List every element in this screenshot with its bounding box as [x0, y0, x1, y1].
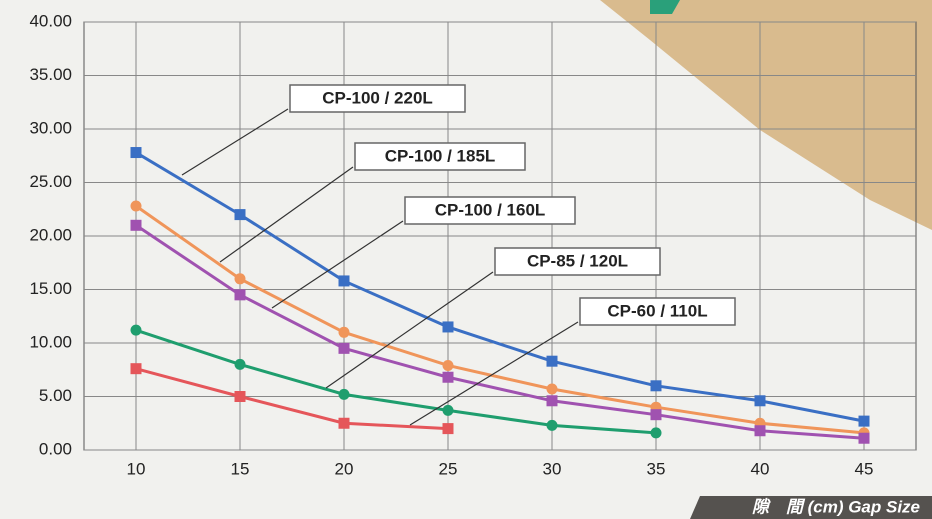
x-tick-label: 40 — [751, 459, 770, 478]
point — [442, 321, 454, 333]
x-tick-label: 35 — [647, 459, 666, 478]
point — [650, 380, 662, 392]
x-label-strip — [690, 496, 932, 519]
y-tick-label: 35.00 — [29, 65, 72, 84]
leader-arrow — [325, 271, 494, 389]
legend-box — [579, 297, 736, 326]
point — [130, 200, 142, 212]
point — [442, 359, 454, 371]
point — [442, 371, 454, 383]
point — [234, 358, 246, 370]
decor-box — [650, 0, 680, 14]
point — [858, 415, 870, 427]
x-tick-label: 10 — [127, 459, 146, 478]
point — [442, 404, 454, 416]
series-line — [135, 328, 657, 435]
series-line — [135, 204, 865, 435]
point — [338, 326, 350, 338]
point — [442, 423, 454, 435]
leader-arrow — [409, 321, 579, 426]
point — [234, 289, 246, 301]
point — [754, 395, 766, 407]
point — [338, 342, 350, 354]
point — [754, 425, 766, 437]
series-line — [135, 151, 865, 423]
x-tick-label: 20 — [335, 459, 354, 478]
leader-arrow — [271, 220, 404, 309]
legend-box — [289, 84, 466, 113]
legend-label: CP-85 / 120L — [527, 251, 628, 270]
point — [130, 219, 142, 231]
point — [338, 417, 350, 429]
x-tick-label: 15 — [231, 459, 250, 478]
legend-box — [494, 247, 661, 276]
series-line — [135, 367, 449, 431]
legend-label: CP-100 / 185L — [385, 146, 496, 165]
x-axis-label: 隙 間 (cm) Gap Size — [752, 497, 920, 516]
y-tick-label: 10.00 — [29, 332, 72, 351]
point — [338, 275, 350, 287]
point — [546, 383, 558, 395]
legend-label: CP-100 / 220L — [322, 88, 433, 107]
x-tick-label: 45 — [855, 459, 874, 478]
point — [338, 388, 350, 400]
legend-label: CP-100 / 160L — [435, 200, 546, 219]
x-tick-label: 25 — [439, 459, 458, 478]
point — [546, 419, 558, 431]
legend-box — [404, 196, 576, 225]
point — [130, 147, 142, 159]
point — [650, 409, 662, 421]
point — [858, 432, 870, 444]
point — [234, 391, 246, 402]
leader-arrow — [181, 108, 289, 176]
y-tick-label: 5.00 — [39, 386, 72, 405]
legend-label: CP-60 / 110L — [607, 301, 707, 320]
y-tick-label: 20.00 — [29, 225, 72, 244]
y-tick-label: 25.00 — [29, 172, 72, 191]
y-tick-label: 0.00 — [39, 439, 72, 458]
decor-board — [600, 0, 932, 230]
point — [650, 427, 662, 439]
y-tick-label: 15.00 — [29, 279, 72, 298]
point — [130, 324, 142, 336]
x-tick-label: 30 — [543, 459, 562, 478]
y-tick-label: 40.00 — [29, 11, 72, 30]
series-line — [135, 224, 865, 440]
point — [546, 355, 558, 367]
y-tick-label: 30.00 — [29, 118, 72, 137]
point — [546, 395, 558, 407]
leader-arrow — [219, 166, 354, 263]
point — [234, 209, 246, 221]
point — [234, 273, 246, 285]
legend-box — [354, 142, 526, 171]
point — [130, 363, 142, 375]
